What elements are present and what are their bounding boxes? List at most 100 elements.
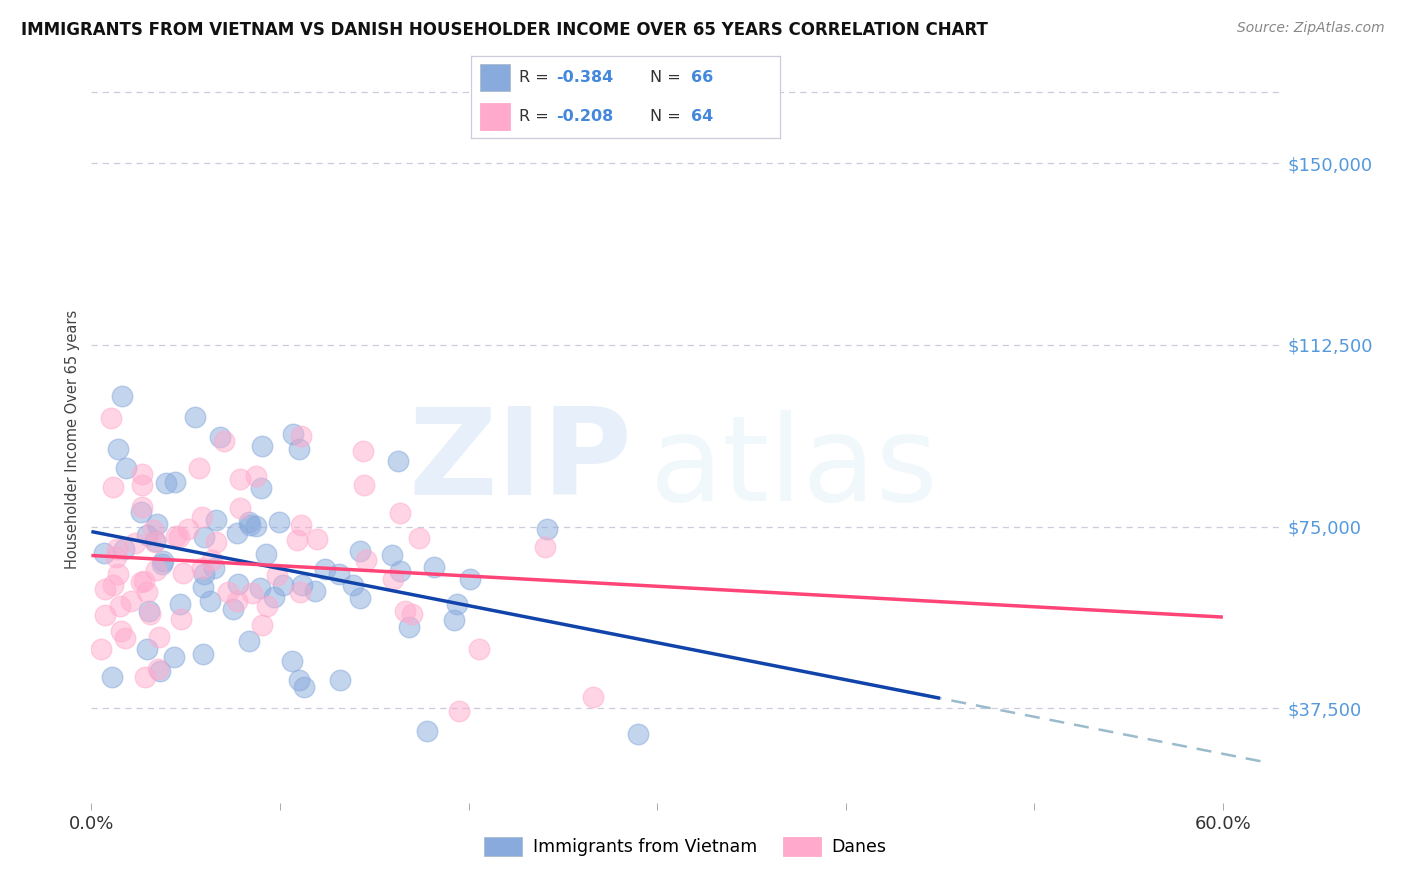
Point [252, 438, 274, 452]
Point [135, 642, 157, 657]
Point [252, 617, 274, 632]
Point [138, 604, 160, 618]
Point [394, 604, 416, 618]
Point [271, 578, 294, 592]
Point [110, 624, 132, 638]
Point [460, 572, 482, 586]
Point [240, 585, 263, 599]
Point [169, 597, 191, 611]
Point [146, 662, 169, 676]
Point [446, 597, 468, 611]
Text: atlas: atlas [650, 410, 939, 526]
Point [202, 561, 225, 575]
Point [228, 471, 250, 485]
Point [381, 548, 404, 562]
Text: N =: N = [651, 70, 686, 85]
Text: ZIP: ZIP [408, 402, 631, 520]
Point [132, 574, 155, 589]
Point [250, 481, 273, 495]
Point [245, 469, 267, 483]
Point [94, 608, 117, 623]
Legend: Immigrants from Vietnam, Danes: Immigrants from Vietnam, Danes [477, 830, 894, 863]
Point [263, 591, 285, 605]
Point [281, 654, 304, 668]
Point [198, 594, 221, 608]
Point [387, 454, 409, 468]
Point [193, 530, 215, 544]
Point [201, 553, 224, 567]
Point [170, 612, 193, 626]
Point [190, 510, 212, 524]
Point [100, 670, 122, 684]
Point [101, 578, 124, 592]
Point [114, 632, 136, 646]
Text: -0.208: -0.208 [557, 109, 613, 124]
Point [205, 535, 228, 549]
Point [389, 564, 412, 578]
Point [191, 648, 214, 662]
Point [136, 527, 159, 541]
Point [177, 522, 200, 536]
Point [172, 566, 194, 580]
Point [100, 411, 122, 425]
Point [221, 602, 243, 616]
Text: -0.384: -0.384 [557, 70, 613, 85]
Point [226, 525, 249, 540]
Point [228, 501, 250, 516]
Point [342, 578, 364, 592]
Point [582, 690, 605, 704]
Point [389, 506, 412, 520]
Point [193, 566, 215, 581]
Bar [481, 103, 510, 130]
Point [304, 584, 326, 599]
Point [349, 591, 371, 605]
Point [398, 620, 420, 634]
Point [150, 558, 173, 572]
Point [131, 500, 153, 514]
Point [290, 517, 312, 532]
Point [94, 582, 117, 596]
Point [287, 673, 309, 687]
Point [93, 547, 115, 561]
Point [145, 534, 167, 549]
Bar [481, 64, 510, 91]
Point [115, 461, 138, 475]
Point [292, 680, 315, 694]
Point [145, 563, 167, 577]
Point [155, 476, 177, 491]
Point [191, 561, 214, 575]
Text: 64: 64 [690, 109, 713, 124]
Point [254, 547, 277, 561]
Point [408, 531, 430, 545]
Point [328, 567, 350, 582]
Point [291, 578, 314, 592]
Point [239, 518, 262, 533]
Point [108, 599, 131, 614]
Point [136, 584, 159, 599]
Point [124, 536, 146, 550]
Point [352, 443, 374, 458]
Point [163, 649, 186, 664]
Point [131, 467, 153, 481]
Point [443, 613, 465, 627]
Point [382, 573, 405, 587]
Point [152, 554, 174, 568]
Point [111, 389, 134, 403]
Point [131, 477, 153, 491]
Y-axis label: Householder Income Over 65 years: Householder Income Over 65 years [65, 310, 80, 569]
Point [266, 568, 288, 582]
Point [314, 562, 336, 576]
Point [285, 533, 308, 547]
Point [269, 515, 291, 529]
Point [212, 434, 235, 448]
Point [467, 641, 489, 656]
Point [129, 574, 152, 589]
Text: IMMIGRANTS FROM VIETNAM VS DANISH HOUSEHOLDER INCOME OVER 65 YEARS CORRELATION C: IMMIGRANTS FROM VIETNAM VS DANISH HOUSEH… [21, 21, 988, 38]
Point [249, 581, 271, 595]
Point [288, 585, 311, 599]
Point [167, 529, 190, 543]
Point [353, 478, 375, 492]
Point [281, 426, 304, 441]
Point [627, 727, 650, 741]
Point [287, 442, 309, 457]
